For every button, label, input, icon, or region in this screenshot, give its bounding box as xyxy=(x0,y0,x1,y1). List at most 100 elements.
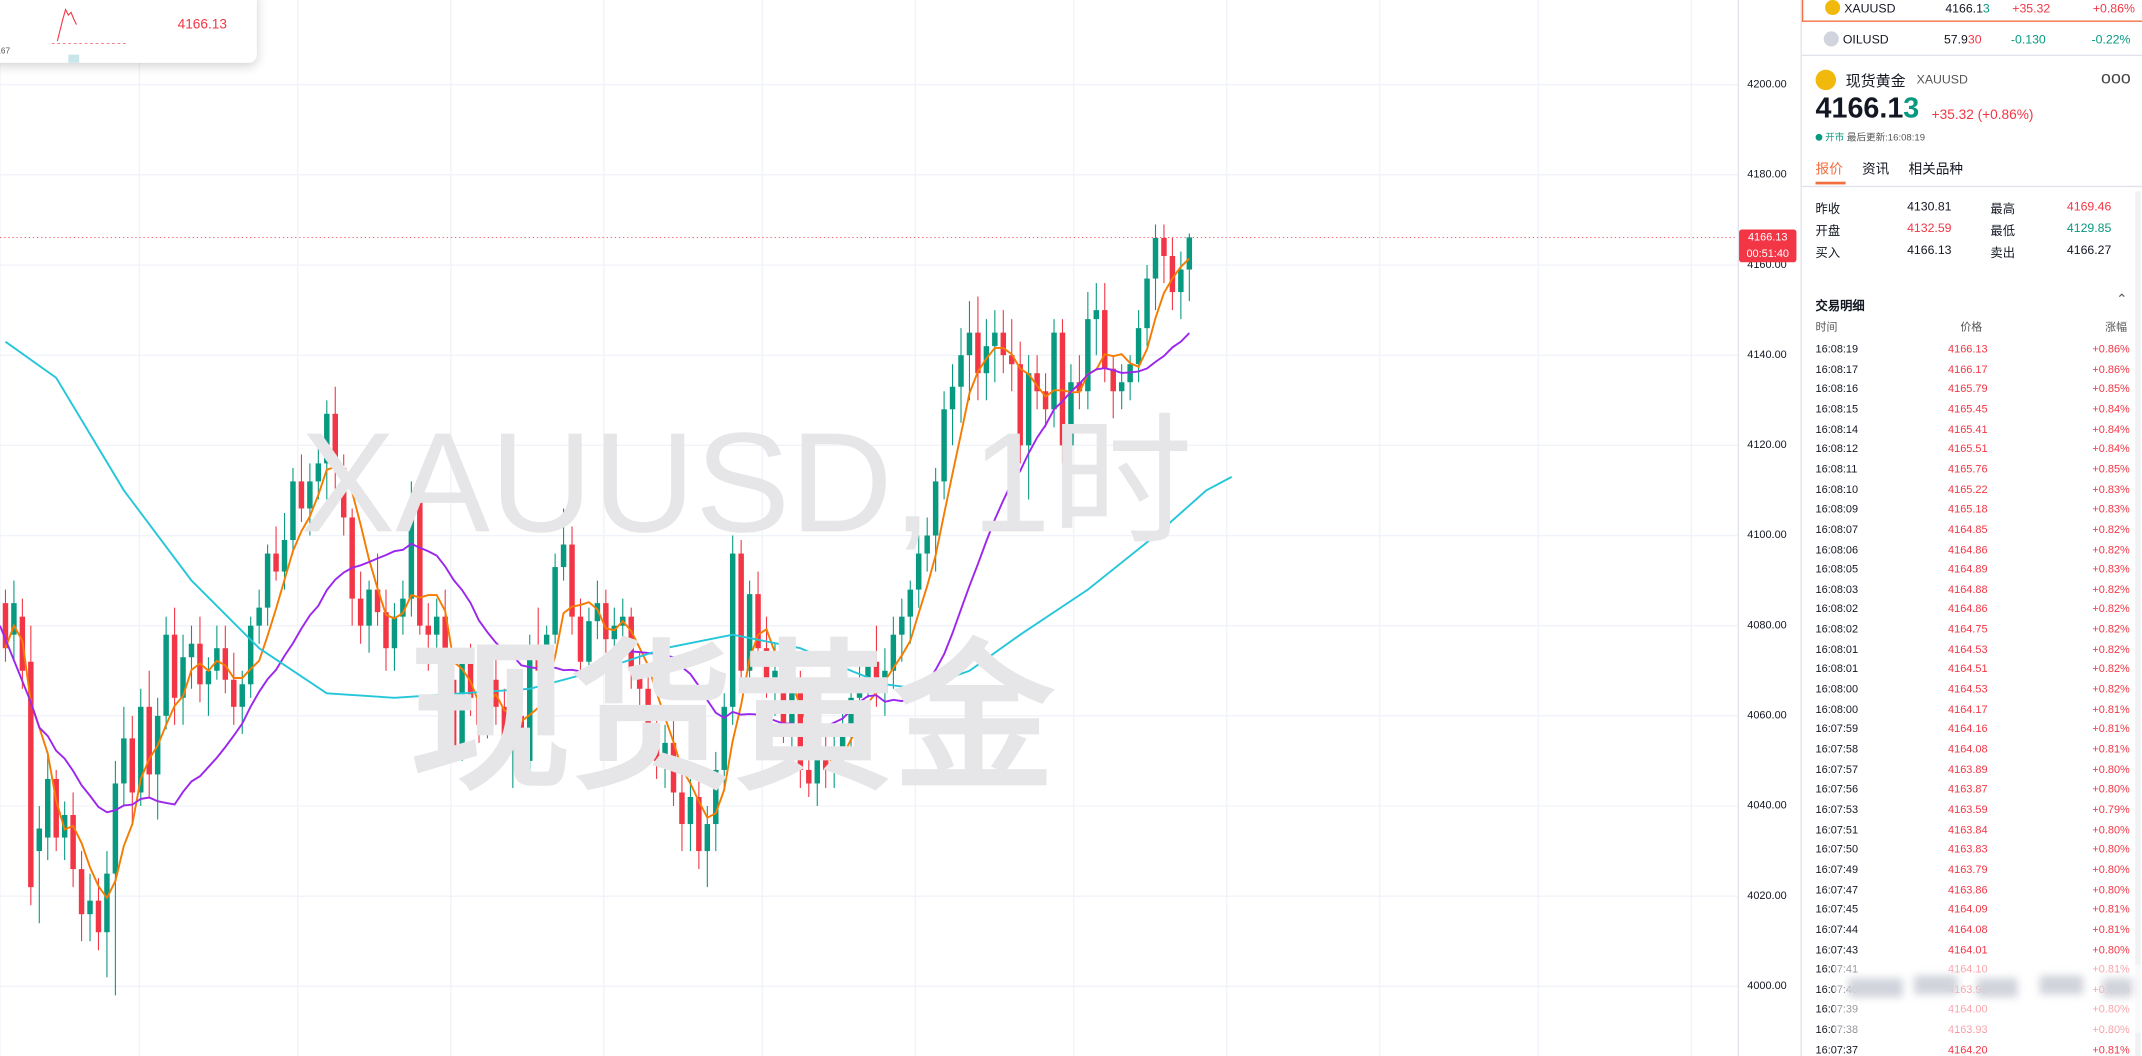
blur-bar xyxy=(2102,978,2133,998)
trade-price: 4165.76 xyxy=(1948,462,1988,476)
trade-change: +0.83% xyxy=(2092,563,2130,576)
candle-body xyxy=(332,413,338,468)
candle-body xyxy=(53,778,59,838)
candle-body xyxy=(1178,269,1184,293)
trade-row: 16:07:50 4163.83 +0.80% xyxy=(1802,843,2142,862)
trade-time: 16:08:17 xyxy=(1815,362,1859,376)
trade-time: 16:07:45 xyxy=(1815,903,1859,916)
candle-body xyxy=(611,625,618,640)
candle-body xyxy=(899,616,905,635)
candle-body xyxy=(70,815,76,870)
candle-body xyxy=(1034,373,1040,392)
trade-row: 16:07:59 4164.16 +0.81% xyxy=(1802,723,2142,742)
candle-body xyxy=(28,661,34,888)
trade-row: 16:08:10 4165.22 +0.83% xyxy=(1802,483,2142,502)
candle-body xyxy=(374,589,381,613)
chart-area[interactable]: XAUUSD, 1时 现货黄金 4166.13 4167 xyxy=(0,0,1738,1056)
candle-body xyxy=(763,648,770,680)
candle-body xyxy=(298,481,305,509)
trade-time: 16:07:43 xyxy=(1815,943,1859,956)
candle-body xyxy=(205,670,212,685)
trade-price: 4165.18 xyxy=(1948,502,1988,516)
trade-time: 16:08:09 xyxy=(1815,502,1859,516)
tab-quote[interactable]: 报价 xyxy=(1815,162,1843,178)
stat-value: 4130.81 xyxy=(1907,199,1952,214)
candle-body xyxy=(247,625,254,685)
candle-body xyxy=(1135,328,1142,365)
watchlist-row-xauusd[interactable]: XAUUSD 4166.13 +35.32 +0.86% xyxy=(1801,0,2142,22)
trade-row: 16:07:43 4164.01 +0.80% xyxy=(1802,943,2142,962)
trade-row: 16:07:44 4164.08 +0.81% xyxy=(1802,923,2142,942)
trade-time: 16:08:16 xyxy=(1815,382,1859,396)
candle-body xyxy=(721,706,727,770)
watchlist-change-pct: +0.86% xyxy=(2092,1,2135,16)
trade-time: 16:07:56 xyxy=(1815,783,1859,796)
candle-body xyxy=(932,481,939,536)
candle-body xyxy=(1068,382,1074,446)
candle-body xyxy=(400,598,406,617)
candle-body xyxy=(324,413,330,464)
trade-change: +0.81% xyxy=(2092,903,2130,916)
trade-time: 16:07:59 xyxy=(1815,723,1859,736)
trade-price: 4164.17 xyxy=(1948,703,1988,716)
trade-change: +0.80% xyxy=(2092,883,2130,896)
candle-body xyxy=(713,769,719,825)
mini-chart-popup[interactable]: 4166.13 4167 xyxy=(0,0,257,63)
trade-time: 16:07:58 xyxy=(1815,743,1859,756)
trade-price: 4165.41 xyxy=(1948,422,1988,436)
candle-body xyxy=(1102,310,1108,369)
chevron-up-icon[interactable]: ⌃ xyxy=(2116,292,2128,308)
more-options-button[interactable]: ooo xyxy=(2101,66,2131,88)
candle-body xyxy=(856,679,863,698)
candle-body xyxy=(188,643,195,658)
symbol-header: 现货黄金 XAUUSD ooo xyxy=(1815,66,2131,97)
candle-body xyxy=(315,463,322,482)
candle-body xyxy=(560,544,567,568)
watchlist-row-oilusd[interactable]: OILUSD 57.930 -0.130 -0.22% xyxy=(1802,26,2142,55)
tab-news[interactable]: 资讯 xyxy=(1861,162,1890,178)
trade-price: 4165.79 xyxy=(1948,382,1988,396)
candle-body xyxy=(11,603,17,635)
stat-label: 开盘 xyxy=(1815,224,1841,238)
trade-row: 16:07:53 4163.59 +0.79% xyxy=(1802,803,2142,822)
stat-value: 4132.59 xyxy=(1907,221,1952,235)
trade-time: 16:08:11 xyxy=(1815,462,1858,476)
watchlist-change: -0.130 xyxy=(2010,32,2046,47)
trade-time: 16:07:47 xyxy=(1815,883,1859,896)
candle-body xyxy=(975,332,981,374)
trade-change: +0.85% xyxy=(2092,462,2130,476)
watchlist-price: 57.930 xyxy=(1943,32,1982,47)
trade-change: +0.80% xyxy=(2092,763,2130,776)
trade-row: 16:07:51 4163.84 +0.80% xyxy=(1802,823,2142,842)
price-axis[interactable]: 4200.00 4180.00 4160.00 4140.00 4120.00 4100.… xyxy=(1737,0,1802,1056)
candlestick-chart[interactable] xyxy=(0,0,1738,1056)
market-status: 开市 最后更新:16:08:19 xyxy=(1815,131,1925,145)
candle-body xyxy=(907,589,914,617)
mini-popup-label: 4167 xyxy=(0,47,11,57)
gold-coin-icon xyxy=(1815,69,1837,91)
candle-body xyxy=(256,607,262,626)
trade-row: 16:07:58 4164.08 +0.81% xyxy=(1802,743,2142,762)
trade-change: +0.83% xyxy=(2092,502,2130,516)
trade-price: 4164.53 xyxy=(1948,683,1988,696)
candle-body xyxy=(806,769,812,784)
trade-price: 4164.75 xyxy=(1948,623,1988,636)
candle-body xyxy=(645,688,651,725)
trade-time: 16:07:50 xyxy=(1815,843,1859,856)
price-tick-label: 4000.00 xyxy=(1747,979,1787,992)
candle-body xyxy=(273,553,279,572)
price-tick-label: 4120.00 xyxy=(1747,438,1787,451)
trade-row: 16:08:14 4165.41 +0.84% xyxy=(1802,423,2142,442)
blur-bar xyxy=(1848,978,1903,998)
candle-body xyxy=(941,409,947,482)
candle-body xyxy=(408,499,415,599)
candle-body xyxy=(789,688,795,725)
trade-change: +0.82% xyxy=(2092,643,2130,656)
scrollbar[interactable] xyxy=(2135,191,2141,1056)
candle-body xyxy=(924,535,930,554)
tab-related[interactable]: 相关品种 xyxy=(1908,162,1964,178)
trade-price: 4163.87 xyxy=(1948,783,1988,796)
trade-time: 16:07:51 xyxy=(1815,823,1859,836)
trade-price: 4164.09 xyxy=(1948,903,1988,916)
trade-change: +0.84% xyxy=(2092,442,2130,456)
